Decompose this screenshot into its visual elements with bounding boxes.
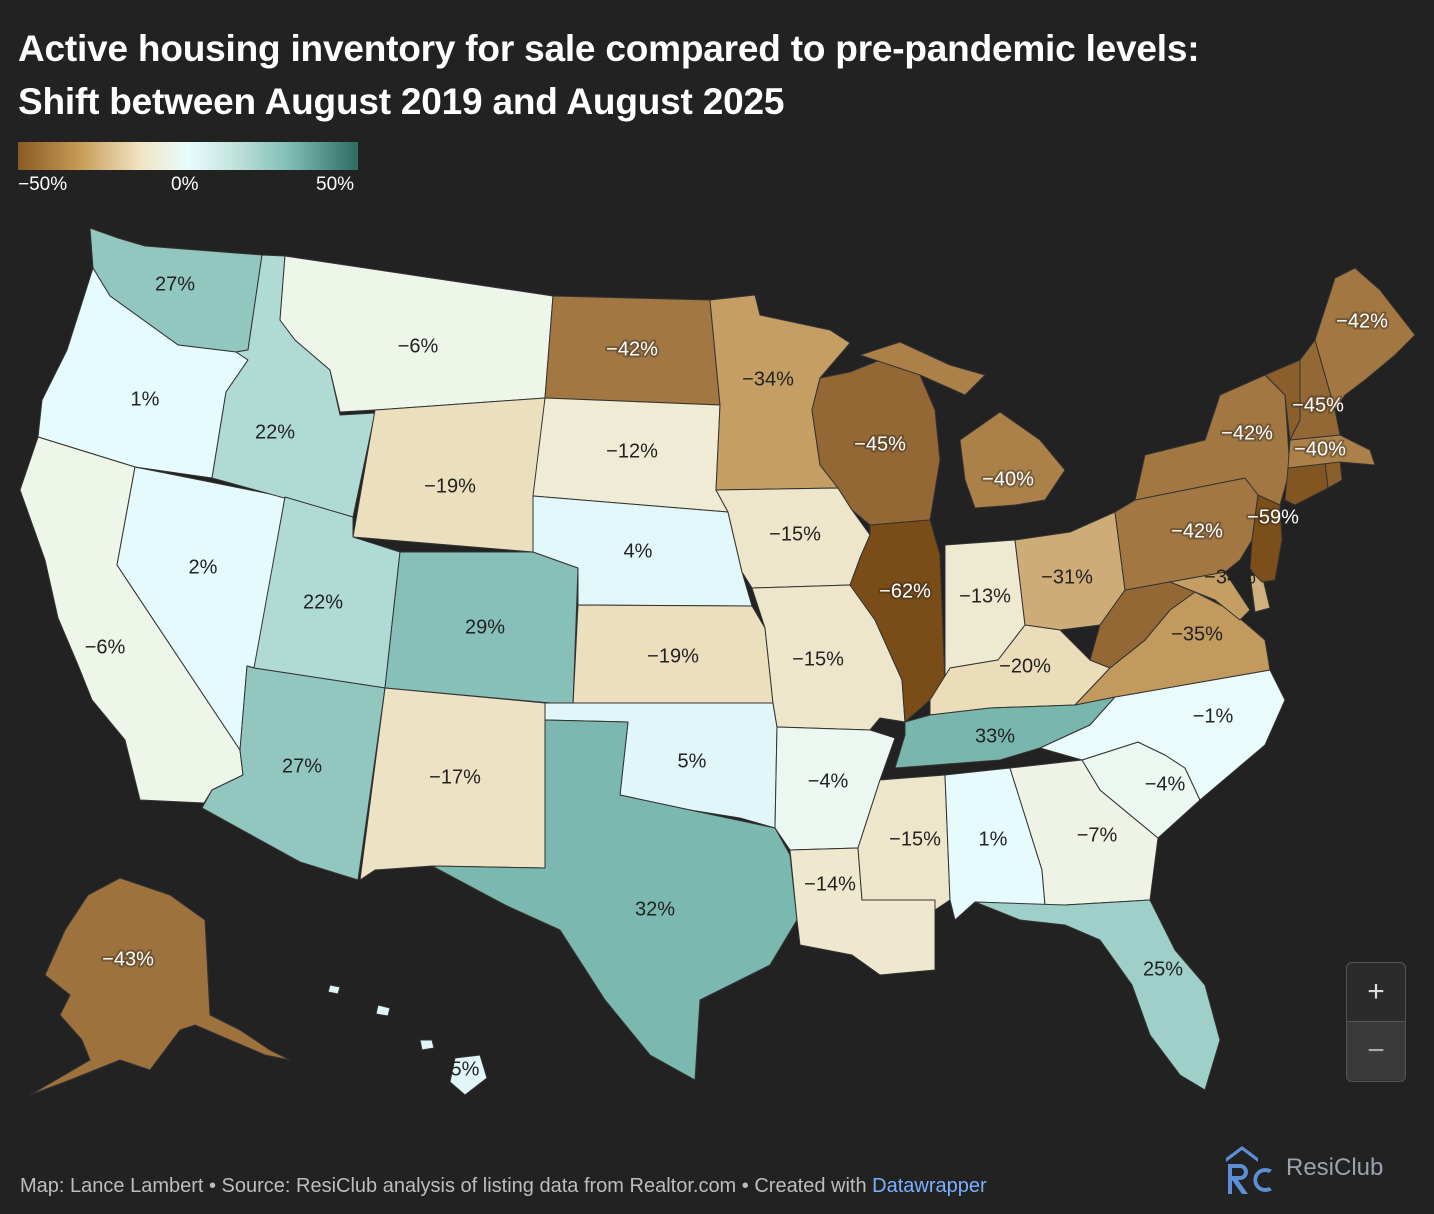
state-label-tn: 33% bbox=[975, 725, 1015, 747]
state-label-fl: 25% bbox=[1143, 958, 1183, 980]
footer-credit: Map: Lance Lambert • Source: ResiClub an… bbox=[20, 1175, 987, 1198]
state-label-pa: −42% bbox=[1171, 520, 1223, 542]
zoom-in-button[interactable]: + bbox=[1347, 963, 1405, 1022]
title-line-2: Shift between August 2019 and August 202… bbox=[18, 81, 785, 122]
state-labels: 27% 1% −6% 2% 22% −6% −19% 22% 27% 29% −17% −42% −12… bbox=[85, 273, 1390, 1080]
state-ri[interactable] bbox=[1324, 459, 1343, 489]
state-label-ok: 5% bbox=[678, 750, 707, 772]
legend-min-label: −50% bbox=[18, 174, 68, 195]
state-shapes bbox=[19, 227, 1416, 1096]
state-label-wi: −45% bbox=[854, 433, 906, 455]
state-label-nc: −1% bbox=[1193, 705, 1234, 727]
legend-gradient bbox=[18, 142, 358, 170]
title-line-1: Active housing inventory for sale compar… bbox=[18, 28, 1200, 69]
state-label-id: 22% bbox=[255, 421, 295, 443]
state-label-il: −62% bbox=[879, 580, 931, 602]
map-title: Active housing inventory for sale compar… bbox=[18, 22, 1418, 128]
state-az[interactable] bbox=[201, 665, 386, 881]
state-label-mi: −40% bbox=[982, 468, 1034, 490]
state-label-al: 1% bbox=[979, 828, 1008, 850]
state-hi[interactable] bbox=[327, 984, 488, 1096]
legend-mid-label: 0% bbox=[171, 174, 199, 195]
state-nj[interactable] bbox=[1249, 494, 1283, 583]
state-ak[interactable] bbox=[29, 877, 291, 1096]
state-label-nv: 2% bbox=[189, 556, 218, 578]
state-label-ne: 4% bbox=[624, 540, 653, 562]
state-label-co: 29% bbox=[465, 616, 505, 638]
state-label-ma: −40% bbox=[1294, 438, 1346, 460]
state-label-la: −14% bbox=[804, 873, 856, 895]
state-label-sc: −4% bbox=[1145, 773, 1186, 795]
state-label-az: 27% bbox=[282, 755, 322, 777]
state-il[interactable] bbox=[849, 519, 946, 723]
state-label-ks: −19% bbox=[647, 645, 699, 667]
state-label-mo: −15% bbox=[792, 648, 844, 670]
state-label-ky: −20% bbox=[999, 655, 1051, 677]
state-label-nj: −59% bbox=[1247, 506, 1299, 528]
state-label-sd: −12% bbox=[606, 440, 658, 462]
state-label-nm: −17% bbox=[429, 766, 481, 788]
state-label-nh: −45% bbox=[1292, 394, 1344, 416]
state-label-tx: 32% bbox=[635, 898, 675, 920]
zoom-controls: + − bbox=[1346, 962, 1406, 1082]
zoom-out-button[interactable]: − bbox=[1347, 1022, 1405, 1080]
state-label-or: 1% bbox=[131, 388, 160, 410]
state-label-md: −34% bbox=[1204, 566, 1256, 588]
state-label-ms: −15% bbox=[889, 828, 941, 850]
state-mi[interactable] bbox=[859, 341, 1066, 509]
state-co[interactable] bbox=[384, 551, 579, 706]
state-fl[interactable] bbox=[974, 899, 1221, 1091]
state-label-ak: −43% bbox=[102, 948, 154, 970]
state-me[interactable] bbox=[1314, 267, 1416, 411]
state-label-wa: 27% bbox=[155, 273, 195, 295]
state-label-hi: 5% bbox=[451, 1058, 480, 1080]
state-ct[interactable] bbox=[1284, 461, 1329, 506]
state-label-in: −13% bbox=[959, 585, 1011, 607]
resiclub-logo-icon bbox=[1226, 1146, 1272, 1194]
state-label-wy: −19% bbox=[424, 475, 476, 497]
state-label-oh: −31% bbox=[1041, 566, 1093, 588]
state-label-ca: −6% bbox=[85, 636, 126, 658]
state-label-va: −35% bbox=[1171, 623, 1223, 645]
state-label-ny: −42% bbox=[1221, 422, 1273, 444]
legend-max-label: 50% bbox=[316, 174, 355, 195]
state-label-ia: −15% bbox=[769, 523, 821, 545]
state-label-nd: −42% bbox=[606, 338, 658, 360]
state-label-me: −42% bbox=[1336, 310, 1388, 332]
brand-name: ResiClub bbox=[1286, 1154, 1384, 1181]
state-tx[interactable] bbox=[431, 719, 798, 1081]
state-label-mt: −6% bbox=[398, 335, 439, 357]
state-label-ar: −4% bbox=[808, 770, 849, 792]
color-legend: −50% 0% 50% bbox=[18, 142, 358, 202]
resiclub-brand: ResiClub bbox=[1222, 1140, 1383, 1196]
footer-credit-text: Map: Lance Lambert • Source: ResiClub an… bbox=[20, 1175, 873, 1197]
state-label-ga: −7% bbox=[1077, 824, 1118, 846]
state-label-ut: 22% bbox=[303, 591, 343, 613]
state-label-mn: −34% bbox=[742, 368, 794, 390]
datawrapper-link[interactable]: Datawrapper bbox=[872, 1175, 987, 1197]
